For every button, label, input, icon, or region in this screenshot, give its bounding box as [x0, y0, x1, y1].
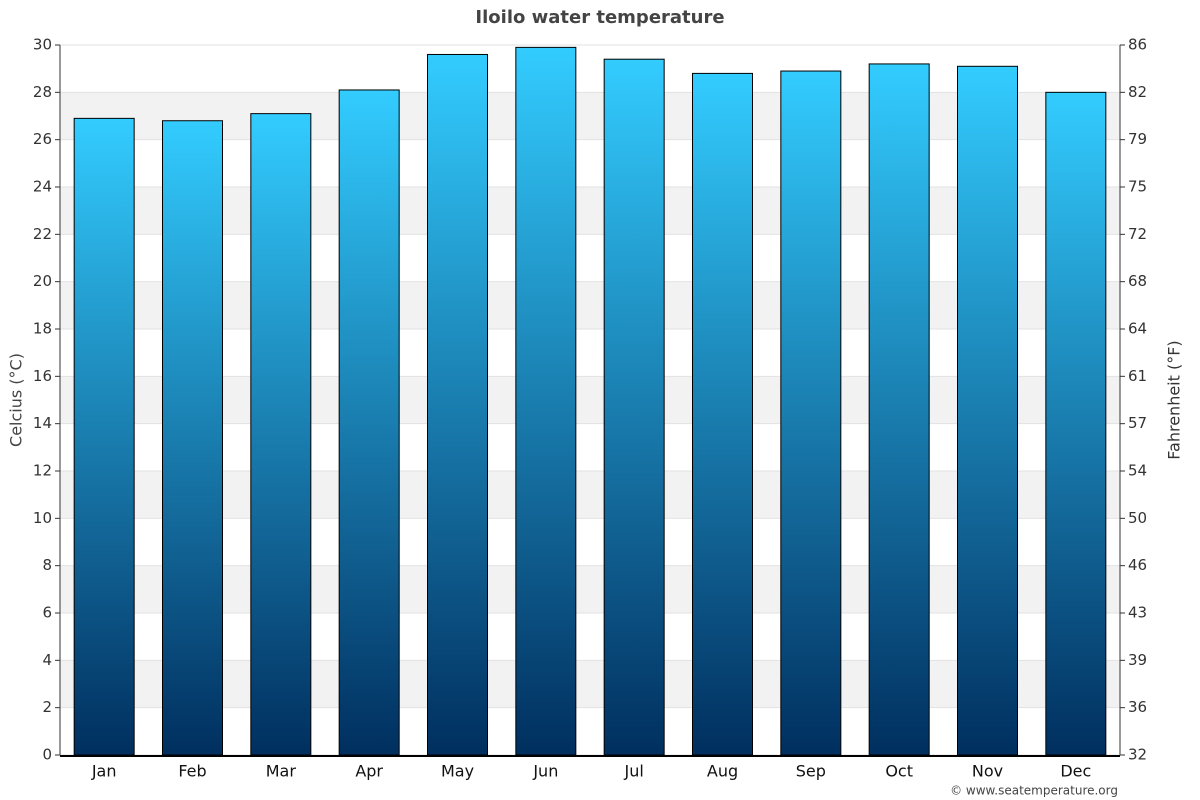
y-tick-label: 24 [33, 178, 52, 196]
bar [1045, 91, 1107, 756]
y-tick-label: 4 [42, 651, 52, 669]
x-tick-label: May [441, 762, 474, 781]
grid-band [60, 329, 1120, 377]
grid-band [60, 92, 1120, 140]
bar [692, 72, 753, 756]
y2-tick-label: 61 [1128, 367, 1147, 385]
y2-tick-label: 72 [1128, 225, 1147, 243]
grid-band [60, 187, 1120, 235]
y-tick-label: 30 [33, 36, 52, 54]
bar [603, 58, 665, 756]
bar [250, 113, 312, 756]
y2-tick-label: 36 [1128, 698, 1147, 716]
y-tick-label: 20 [33, 272, 52, 290]
y-tick-label: 0 [42, 746, 52, 764]
y-tick-label: 14 [33, 414, 52, 432]
grid-band [60, 518, 1120, 566]
grid-band [60, 139, 1120, 187]
x-tick-label: Mar [266, 762, 297, 781]
grid-band [60, 613, 1120, 661]
grid-band [60, 376, 1120, 424]
bar [957, 65, 1018, 756]
y2-tick-label: 43 [1128, 604, 1147, 622]
y-tick-label: 26 [33, 130, 52, 148]
grid-band [60, 471, 1120, 519]
y-tick-label: 8 [42, 556, 52, 574]
y2-tick-label: 86 [1128, 36, 1147, 54]
x-tick-label: Jun [532, 762, 558, 781]
grid-band [60, 660, 1120, 708]
grid-band [60, 565, 1120, 613]
grid-band [60, 234, 1120, 282]
bar [427, 53, 488, 756]
x-tick-label: Jan [91, 762, 117, 781]
x-tick-label: Jul [624, 762, 644, 781]
x-tick-label: Apr [355, 762, 383, 781]
y-tick-label: 6 [42, 604, 52, 622]
x-tick-label: Aug [707, 762, 738, 781]
bar [338, 89, 400, 756]
y2-tick-label: 50 [1128, 509, 1147, 527]
y2-tick-label: 68 [1128, 272, 1147, 290]
y-tick-label: 10 [33, 509, 52, 527]
x-tick-label: Nov [972, 762, 1003, 781]
y-tick-label: 12 [33, 462, 52, 480]
y2-tick-label: 64 [1128, 320, 1147, 338]
chart-title: Iloilo water temperature [475, 7, 724, 28]
y-tick-label: 16 [33, 367, 52, 385]
y2-tick-label: 32 [1128, 746, 1147, 764]
y2-tick-label: 57 [1128, 414, 1147, 432]
y2-tick-label: 75 [1128, 178, 1147, 196]
y-axis-label: Celcius (°C) [7, 353, 26, 447]
grid-band [60, 423, 1120, 471]
y-tick-label: 18 [33, 320, 52, 338]
y2-axis-label: Fahrenheit (°F) [1165, 340, 1184, 459]
x-tick-label: Sep [796, 762, 826, 781]
y-tick-label: 2 [42, 698, 52, 716]
bar [73, 117, 135, 756]
y-tick-label: 22 [33, 225, 52, 243]
x-tick-label: Dec [1060, 762, 1091, 781]
bar [780, 70, 842, 756]
grid-band [60, 281, 1120, 329]
bar [162, 120, 223, 756]
credit: © www.seatemperature.org [950, 784, 1118, 798]
y2-tick-label: 79 [1128, 130, 1147, 148]
y2-tick-label: 82 [1128, 83, 1147, 101]
y2-tick-label: 46 [1128, 556, 1147, 574]
grid-band [60, 45, 1120, 93]
y-tick-label: 28 [33, 83, 52, 101]
grid-band [60, 707, 1120, 755]
y2-tick-label: 39 [1128, 651, 1147, 669]
bar [515, 46, 577, 756]
x-tick-label: Oct [885, 762, 913, 781]
bar [868, 63, 930, 756]
y2-tick-label: 54 [1128, 462, 1147, 480]
x-tick-label: Feb [178, 762, 206, 781]
